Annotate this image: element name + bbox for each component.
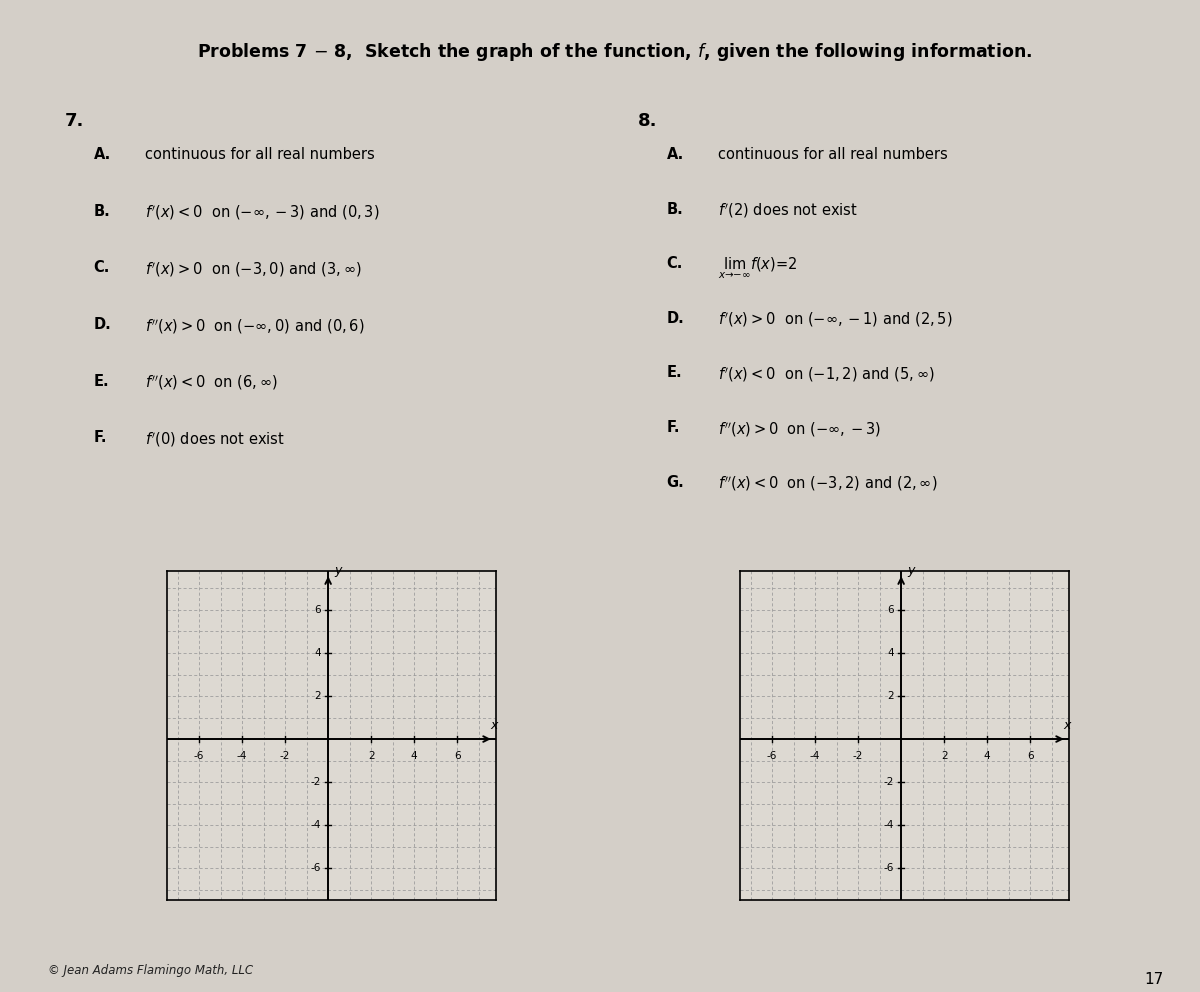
Text: 4: 4 (314, 648, 320, 658)
Text: 8.: 8. (638, 112, 658, 130)
Text: 6: 6 (454, 751, 461, 761)
Text: $f'(2)$ does not exist: $f'(2)$ does not exist (718, 201, 858, 220)
Text: Problems 7 $-$ 8,  Sketch the graph of the function, $f$, given the following in: Problems 7 $-$ 8, Sketch the graph of th… (197, 41, 1033, 63)
Text: -2: -2 (311, 777, 320, 787)
Text: F.: F. (666, 420, 680, 435)
Text: -2: -2 (853, 751, 863, 761)
Text: 4: 4 (984, 751, 990, 761)
Text: -4: -4 (810, 751, 821, 761)
Text: F.: F. (94, 431, 107, 445)
Text: $f'(x) < 0$  on $(-\infty, -3)$ and $(0, 3)$: $f'(x) < 0$ on $(-\infty, -3)$ and $(0, … (145, 203, 380, 222)
Text: 2: 2 (314, 691, 320, 701)
Text: C.: C. (666, 256, 683, 271)
Text: D.: D. (666, 310, 684, 325)
Text: A.: A. (94, 147, 110, 162)
Text: B.: B. (666, 201, 683, 216)
Text: 4: 4 (410, 751, 418, 761)
Text: -6: -6 (883, 863, 894, 873)
Text: $f''(x) > 0$  on $(-\infty, 0)$ and $(0,6)$: $f''(x) > 0$ on $(-\infty, 0)$ and $(0,6… (145, 317, 365, 335)
Text: © Jean Adams Flamingo Math, LLC: © Jean Adams Flamingo Math, LLC (48, 964, 253, 977)
Text: G.: G. (666, 475, 684, 490)
Text: continuous for all real numbers: continuous for all real numbers (145, 147, 374, 162)
Text: -6: -6 (194, 751, 204, 761)
Text: $y$: $y$ (906, 565, 917, 579)
Text: -4: -4 (883, 820, 894, 830)
Text: E.: E. (94, 374, 109, 389)
Text: $y$: $y$ (334, 565, 343, 579)
Text: 6: 6 (887, 605, 894, 615)
Text: B.: B. (94, 203, 110, 218)
Text: 7.: 7. (65, 112, 84, 130)
Text: 17: 17 (1145, 972, 1164, 987)
Text: E.: E. (666, 365, 682, 380)
Text: $x$: $x$ (490, 718, 499, 731)
Text: -6: -6 (767, 751, 778, 761)
Text: 2: 2 (941, 751, 948, 761)
Text: $f''(x) > 0$  on $(-\infty, -3)$: $f''(x) > 0$ on $(-\infty, -3)$ (718, 420, 881, 438)
Text: 4: 4 (887, 648, 894, 658)
Text: C.: C. (94, 260, 110, 276)
Text: 2: 2 (887, 691, 894, 701)
Text: A.: A. (666, 147, 684, 162)
Text: -4: -4 (311, 820, 320, 830)
Text: $f'(x) > 0$  on $(-3, 0)$ and $(3, \infty)$: $f'(x) > 0$ on $(-3, 0)$ and $(3, \infty… (145, 260, 362, 279)
Text: $f'(x) < 0$  on $(-1, 2)$ and $(5, \infty)$: $f'(x) < 0$ on $(-1, 2)$ and $(5, \infty… (718, 365, 935, 384)
Text: -2: -2 (883, 777, 894, 787)
Text: 6: 6 (314, 605, 320, 615)
Text: D.: D. (94, 317, 112, 332)
Text: -6: -6 (311, 863, 320, 873)
Text: 6: 6 (1027, 751, 1033, 761)
Text: $f'(x) > 0$  on $(-\infty, -1)$ and $(2,5)$: $f'(x) > 0$ on $(-\infty, -1)$ and $(2,5… (718, 310, 953, 329)
Text: $f''(x) < 0$  on $(-3, 2)$ and $(2, \infty)$: $f''(x) < 0$ on $(-3, 2)$ and $(2, \inft… (718, 475, 937, 493)
Text: continuous for all real numbers: continuous for all real numbers (718, 147, 948, 162)
Text: $f'(0)$ does not exist: $f'(0)$ does not exist (145, 431, 284, 449)
Text: $\lim_{x\to-\infty} f(x) = 2$: $\lim_{x\to-\infty} f(x) = 2$ (718, 256, 798, 281)
Text: 2: 2 (368, 751, 374, 761)
Text: $x$: $x$ (1063, 718, 1073, 731)
Text: -2: -2 (280, 751, 290, 761)
Text: $f''(x) < 0$  on $(6, \infty)$: $f''(x) < 0$ on $(6, \infty)$ (145, 374, 278, 392)
Text: -4: -4 (236, 751, 247, 761)
